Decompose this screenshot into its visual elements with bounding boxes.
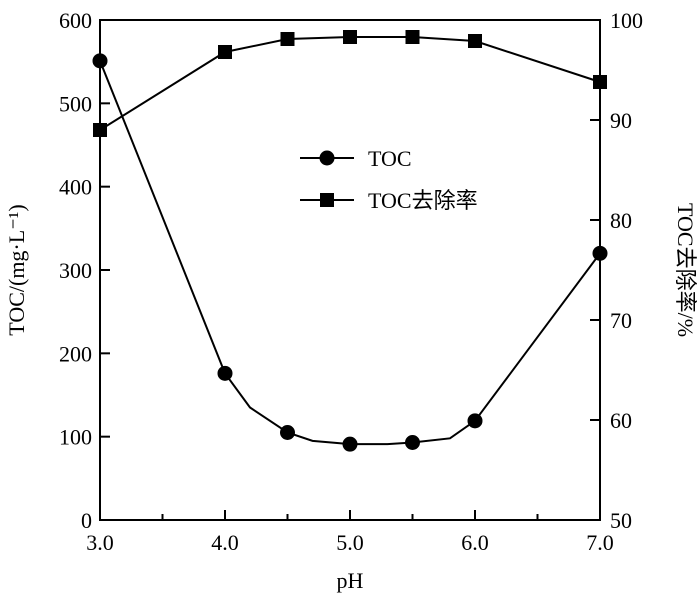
y-left-tick-label: 300 [59, 258, 92, 283]
toc-removal-point [280, 32, 295, 46]
toc-point [217, 365, 233, 381]
toc-removal-point [593, 75, 607, 89]
toc-removal-point [218, 45, 232, 59]
x-tick-label: 7.0 [586, 530, 614, 555]
y-right-tick-label: 90 [610, 108, 632, 133]
legend-marker-square [320, 193, 334, 207]
toc-point [92, 53, 108, 69]
y-left-tick-label: 600 [59, 8, 92, 33]
toc-point [280, 425, 295, 440]
y-left-tick-label: 100 [59, 425, 92, 450]
y-axis-right-title: TOC去除率/% [673, 203, 698, 337]
toc-removal-point [405, 30, 420, 44]
x-axis-title: pH [337, 568, 364, 593]
legend-label: TOC [368, 146, 412, 171]
x-tick-label: 4.0 [211, 530, 239, 555]
legend-label: TOC去除率 [368, 188, 478, 213]
y-axis-left-title: TOC/(mg·L⁻¹) [4, 204, 29, 335]
toc-removal-point [468, 34, 482, 48]
series-line-toc-removal [99, 36, 601, 131]
y-right-tick-label: 60 [610, 408, 632, 433]
legend: TOC TOC去除率 [300, 146, 478, 213]
series-layer [92, 30, 608, 452]
y-left-tick-label: 200 [59, 341, 92, 366]
x-tick-label: 6.0 [461, 530, 489, 555]
legend-marker-circle [319, 150, 335, 166]
toc-point [342, 436, 358, 452]
y-right-tick-label: 100 [610, 8, 643, 33]
x-tick-label: 5.0 [336, 530, 364, 555]
toc-removal-point [93, 123, 107, 137]
x-tick-label: 3.0 [86, 530, 114, 555]
toc-point [467, 413, 483, 429]
series-line-toc [99, 60, 601, 446]
ticks: 3.0 4.0 5.0 6.0 7.0 0 100 200 300 400 500 600 50 60 70… [59, 8, 643, 555]
toc-point [592, 245, 608, 261]
y-left-tick-label: 400 [59, 175, 92, 200]
y-left-tick-label: 500 [59, 91, 92, 116]
y-right-tick-label: 80 [610, 208, 632, 233]
y-right-tick-label: 50 [610, 508, 632, 533]
y-right-tick-label: 70 [610, 308, 632, 333]
y-left-tick-label: 0 [81, 508, 92, 533]
toc-point [405, 435, 420, 450]
toc-removal-point [343, 30, 357, 44]
